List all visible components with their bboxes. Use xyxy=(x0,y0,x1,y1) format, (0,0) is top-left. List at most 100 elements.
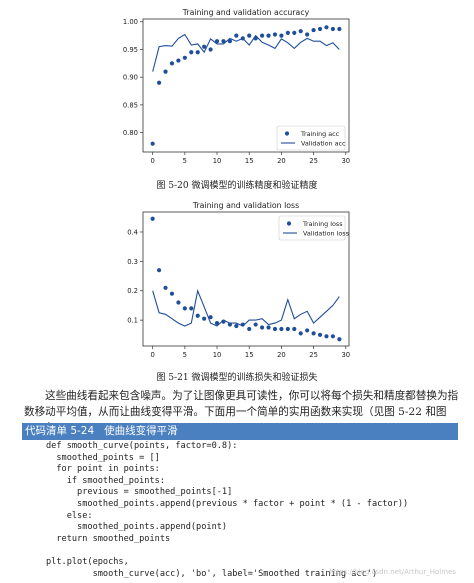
data-point xyxy=(285,30,290,35)
chart-title: Training and validation accuracy xyxy=(182,8,310,17)
legend-box xyxy=(278,215,346,241)
code-blank-line xyxy=(46,545,458,557)
data-point xyxy=(208,315,213,320)
data-point xyxy=(247,33,252,38)
data-point xyxy=(163,285,168,290)
data-point xyxy=(182,306,187,311)
y-tick-label: 0.1 xyxy=(127,317,138,325)
data-point xyxy=(259,33,265,38)
code-listing-title: 代码清单 5-24 使曲线变得平滑 xyxy=(22,423,458,440)
data-point xyxy=(214,39,220,44)
data-point xyxy=(156,268,162,273)
data-point xyxy=(195,313,200,318)
data-point xyxy=(266,325,271,330)
y-tick-label: 0.2 xyxy=(127,287,138,295)
data-point xyxy=(305,328,310,333)
x-tick-label: 25 xyxy=(309,157,318,165)
data-point xyxy=(292,326,297,332)
data-point xyxy=(240,322,245,327)
legend-box xyxy=(276,125,346,151)
loss-chart: Training and validation loss 0 5 10 15 20 25 30… xyxy=(0,198,474,366)
data-point xyxy=(311,331,316,336)
data-point xyxy=(214,320,220,326)
x-tick-label: 0 xyxy=(150,351,154,359)
data-point xyxy=(305,32,310,37)
data-point xyxy=(189,306,194,311)
code-line: smooth_curve(acc), 'bo', label='Smoothed… xyxy=(46,568,378,579)
data-point xyxy=(298,331,303,336)
data-point xyxy=(337,26,342,32)
x-tick-label: 10 xyxy=(213,157,222,165)
data-point xyxy=(150,141,155,146)
data-point xyxy=(292,30,297,35)
series-line-validation-acc xyxy=(152,33,340,72)
data-point xyxy=(202,316,207,321)
x-tick-label: 15 xyxy=(245,157,254,165)
x-tick-label: 5 xyxy=(183,157,187,165)
code-line: else: xyxy=(46,510,93,521)
data-point xyxy=(221,319,226,324)
x-tick-label: 0 xyxy=(150,157,154,165)
data-point xyxy=(189,50,194,55)
x-tick-label: 20 xyxy=(277,351,286,359)
code-line: if smoothed_points: xyxy=(46,475,165,486)
data-point xyxy=(324,334,329,339)
data-point xyxy=(234,33,239,38)
legend-label: Validation loss xyxy=(303,230,350,238)
data-point xyxy=(330,334,336,339)
x-tick-label: 20 xyxy=(277,157,286,165)
data-point xyxy=(202,44,207,49)
code-line: smoothed_points = [] xyxy=(46,452,160,463)
watermark: https://blog.csdn.net/Arthur_Holmes xyxy=(329,568,456,576)
data-point xyxy=(330,26,336,32)
data-point xyxy=(266,33,271,38)
data-point xyxy=(272,326,278,332)
code-line: previous = smoothed_points[-1] xyxy=(46,487,233,498)
figure-caption-5-20: 图 5-20 微调模型的训练精度和验证精度 xyxy=(156,181,318,191)
data-point xyxy=(208,47,213,52)
legend-label: Training acc xyxy=(300,130,340,138)
data-point xyxy=(253,36,258,41)
data-point xyxy=(279,33,284,38)
data-point xyxy=(221,39,226,44)
x-tick-label: 30 xyxy=(341,157,350,165)
data-point xyxy=(337,337,342,342)
x-tick-label: 5 xyxy=(183,351,187,359)
accuracy-chart-svg: Training and validation accuracy 0 5 10 15 20… xyxy=(123,8,350,165)
plot-frame xyxy=(142,211,350,347)
data-point xyxy=(176,300,181,305)
series-line-validation-loss xyxy=(152,288,340,327)
data-point xyxy=(285,326,290,332)
data-point xyxy=(156,80,162,85)
data-point xyxy=(324,25,329,30)
chart-title: Training and validation loss xyxy=(192,201,299,210)
data-point xyxy=(253,322,258,327)
y-tick-label: 0.90 xyxy=(123,74,138,82)
data-point xyxy=(272,32,278,37)
y-tick-label: 0.3 xyxy=(127,258,138,266)
data-point xyxy=(227,39,233,44)
legend-marker-dot xyxy=(286,221,292,226)
data-point xyxy=(317,26,323,32)
data-point xyxy=(169,61,175,66)
x-tick-label: 10 xyxy=(213,351,222,359)
data-point xyxy=(259,325,265,330)
x-tick-label: 25 xyxy=(309,351,318,359)
y-tick-label: 1.00 xyxy=(123,18,138,26)
code-line: smoothed_points.append(point) xyxy=(46,522,228,533)
legend-label: Training loss xyxy=(302,220,343,228)
data-point xyxy=(317,332,323,337)
x-tick-label: 30 xyxy=(341,351,350,359)
data-point xyxy=(279,326,284,332)
code-line: for point in points: xyxy=(46,464,160,475)
code-line: plt.plot(epochs, xyxy=(46,556,129,567)
data-point xyxy=(195,50,200,55)
data-point xyxy=(227,322,233,327)
plot-frame xyxy=(142,18,350,153)
data-point xyxy=(240,36,245,41)
data-point xyxy=(163,69,168,74)
code-line: def smooth_curve(points, factor=0.8): xyxy=(46,441,238,451)
x-tick-label: 15 xyxy=(245,351,254,359)
legend-label: Validation acc xyxy=(301,140,346,148)
y-tick-label: 0.85 xyxy=(123,101,138,109)
